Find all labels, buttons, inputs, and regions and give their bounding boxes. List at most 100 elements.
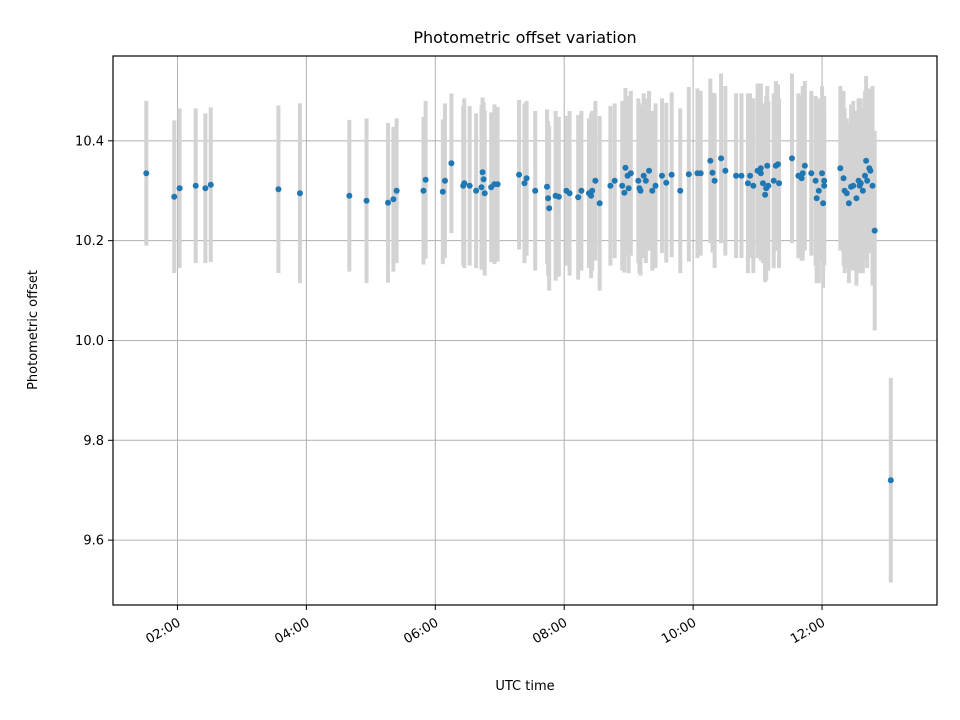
data-point [621,189,628,196]
x-axis: 02:00 04:00 06:00 08:00 10:00 12:00 [144,605,828,647]
data-point [622,164,629,171]
data-point [479,169,486,176]
data-point [516,171,523,178]
data-point [863,157,870,164]
data-point [385,199,392,206]
data-point [845,200,852,207]
data-point [637,187,644,194]
data-point [697,170,704,177]
x-tick-label: 10:00 [659,615,699,647]
data-point [722,167,729,174]
data-point [762,191,769,198]
data-point [799,170,806,177]
data-point [859,187,866,194]
data-point [596,200,603,207]
data-point [862,172,869,179]
data-point [718,155,725,162]
data-point [578,187,585,194]
data-point [589,187,596,194]
data-point [466,182,473,189]
data-point [439,188,446,195]
data-point [346,192,353,199]
data-point [837,165,844,172]
x-tick-label: 08:00 [530,615,570,647]
data-point [420,187,427,194]
data-point [821,177,828,184]
data-point [532,187,539,194]
data-point [588,192,595,199]
plot-frame [112,55,938,606]
data-point [658,172,665,179]
data-point [627,170,634,177]
data-point [750,182,757,189]
data-point [757,165,764,172]
data-point [652,182,659,189]
data-point [480,176,487,183]
data-point [607,182,614,189]
chart-title: Photometric offset variation [413,28,636,47]
data-point [478,184,485,191]
y-tick-label: 10.2 [75,234,104,249]
data-point [481,190,488,197]
data-point [575,194,582,201]
data-point [555,193,562,200]
data-point [207,181,214,188]
data-point [869,182,876,189]
data-point [545,195,552,202]
data-point [815,187,822,194]
x-tick-label: 04:00 [272,615,312,647]
data-point [642,177,649,184]
data-point [812,177,819,184]
data-point [808,170,815,177]
x-tick-label: 02:00 [144,615,184,647]
y-tick-label: 10.4 [75,134,104,149]
data-point [798,175,805,182]
data-point [668,171,675,178]
data-point [635,177,642,184]
data-point [663,179,670,186]
data-point [677,187,684,194]
data-point [592,177,599,184]
data-point [640,172,647,179]
data-point [821,182,828,189]
data-point [441,177,448,184]
data-point [840,175,847,182]
x-tick-label: 12:00 [788,615,828,647]
data-point [523,175,530,182]
data-point [649,187,656,194]
x-axis-label: UTC time [495,679,554,694]
y-axis-label: Photometric offset [26,270,41,390]
data-point [887,477,894,484]
data-point [296,190,303,197]
data-point [857,180,864,187]
data-point [192,182,199,189]
data-point [770,177,777,184]
data-point [393,187,400,194]
data-point [867,167,874,174]
data-point [820,200,827,207]
data-point [819,170,826,177]
data-point [788,155,795,162]
data-point [619,182,626,189]
data-point [363,197,370,204]
y-tick-label: 9.6 [83,534,104,549]
data-point [171,193,178,200]
data-point [707,157,714,164]
errorbar-layer [144,73,893,583]
data-point [448,160,455,167]
data-point [775,161,782,168]
data-point [544,183,551,190]
data-point [850,182,857,189]
data-point [685,171,692,178]
data-point [776,180,783,187]
data-point [546,205,553,212]
data-point [744,180,751,187]
data-point [143,170,150,177]
data-point [757,170,764,177]
data-point [611,177,618,184]
data-point [646,167,653,174]
data-point [871,227,878,234]
data-point [853,195,860,202]
data-point [733,172,740,179]
y-axis: 9.6 9.8 10.0 10.2 10.4 [75,134,113,549]
